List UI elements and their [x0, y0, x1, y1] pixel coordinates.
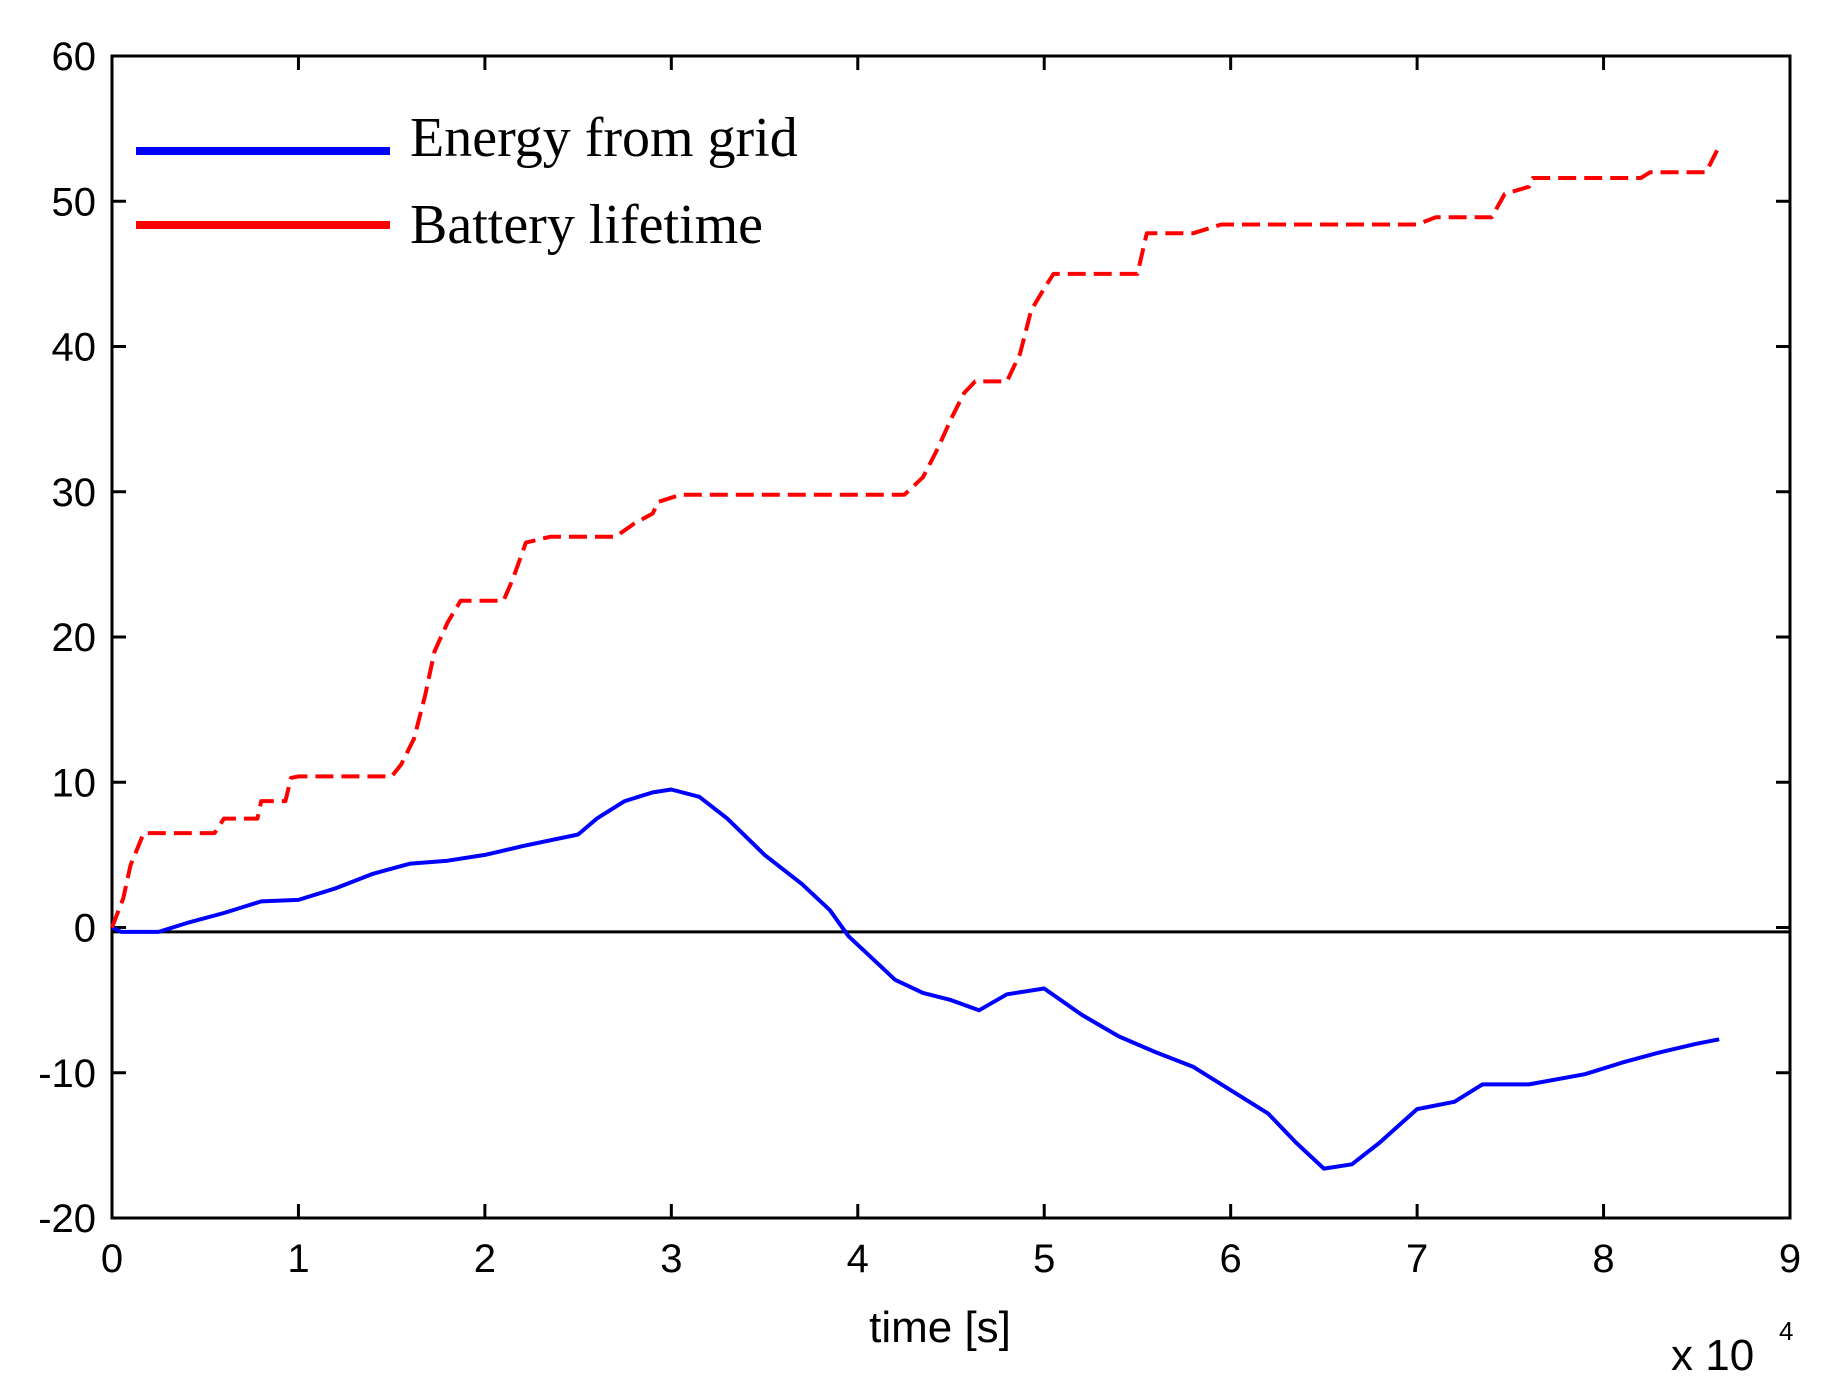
y-tick-label: 40 [52, 326, 97, 370]
y-tick-label: -10 [38, 1052, 96, 1096]
x-tick-label: 8 [1592, 1237, 1614, 1281]
x-multiplier-base: x 10 [1671, 1331, 1754, 1380]
y-tick-label: 20 [52, 616, 97, 660]
x-tick-label: 4 [847, 1237, 869, 1281]
x-tick-label: 0 [101, 1237, 123, 1281]
x-tick-label: 9 [1779, 1237, 1801, 1281]
axis-ticks: 0 1 2 3 4 5 6 7 8 9 -20 -10 0 10 20 30 40 50 60 [38, 35, 1801, 1281]
y-tick-label: 0 [74, 907, 96, 951]
data-series [110, 145, 1790, 1171]
y-tick-label: 50 [52, 180, 97, 224]
legend-swatch-energy-from-grid [136, 147, 390, 155]
x-multiplier-exponent: 4 [1779, 1316, 1793, 1346]
y-tick-label: -20 [38, 1197, 96, 1241]
x-tick-label: 3 [660, 1237, 682, 1281]
x-tick-label: 7 [1406, 1237, 1428, 1281]
x-tick-label: 5 [1033, 1237, 1055, 1281]
y-tick-label: 10 [52, 761, 97, 805]
x-axis-multiplier: x 10 4 [1671, 1316, 1793, 1380]
legend-label-battery-lifetime: Battery lifetime [410, 194, 763, 256]
y-tick-label: 30 [52, 471, 97, 515]
y-tick-label: 60 [52, 35, 97, 79]
legend: Energy from grid Battery lifetime [136, 107, 798, 256]
plot-area-border [110, 54, 1792, 1220]
x-axis-label: time [s] [869, 1303, 1011, 1352]
legend-swatch-battery-lifetime [136, 221, 390, 229]
x-tick-label: 6 [1220, 1237, 1242, 1281]
legend-label-energy-from-grid: Energy from grid [410, 107, 798, 169]
x-tick-label: 1 [287, 1237, 309, 1281]
series-line-energy-from-grid [111, 787, 1720, 1171]
series-line-battery-lifetime [110, 145, 1721, 929]
x-tick-label: 2 [474, 1237, 496, 1281]
plot-frame [110, 54, 1792, 1220]
